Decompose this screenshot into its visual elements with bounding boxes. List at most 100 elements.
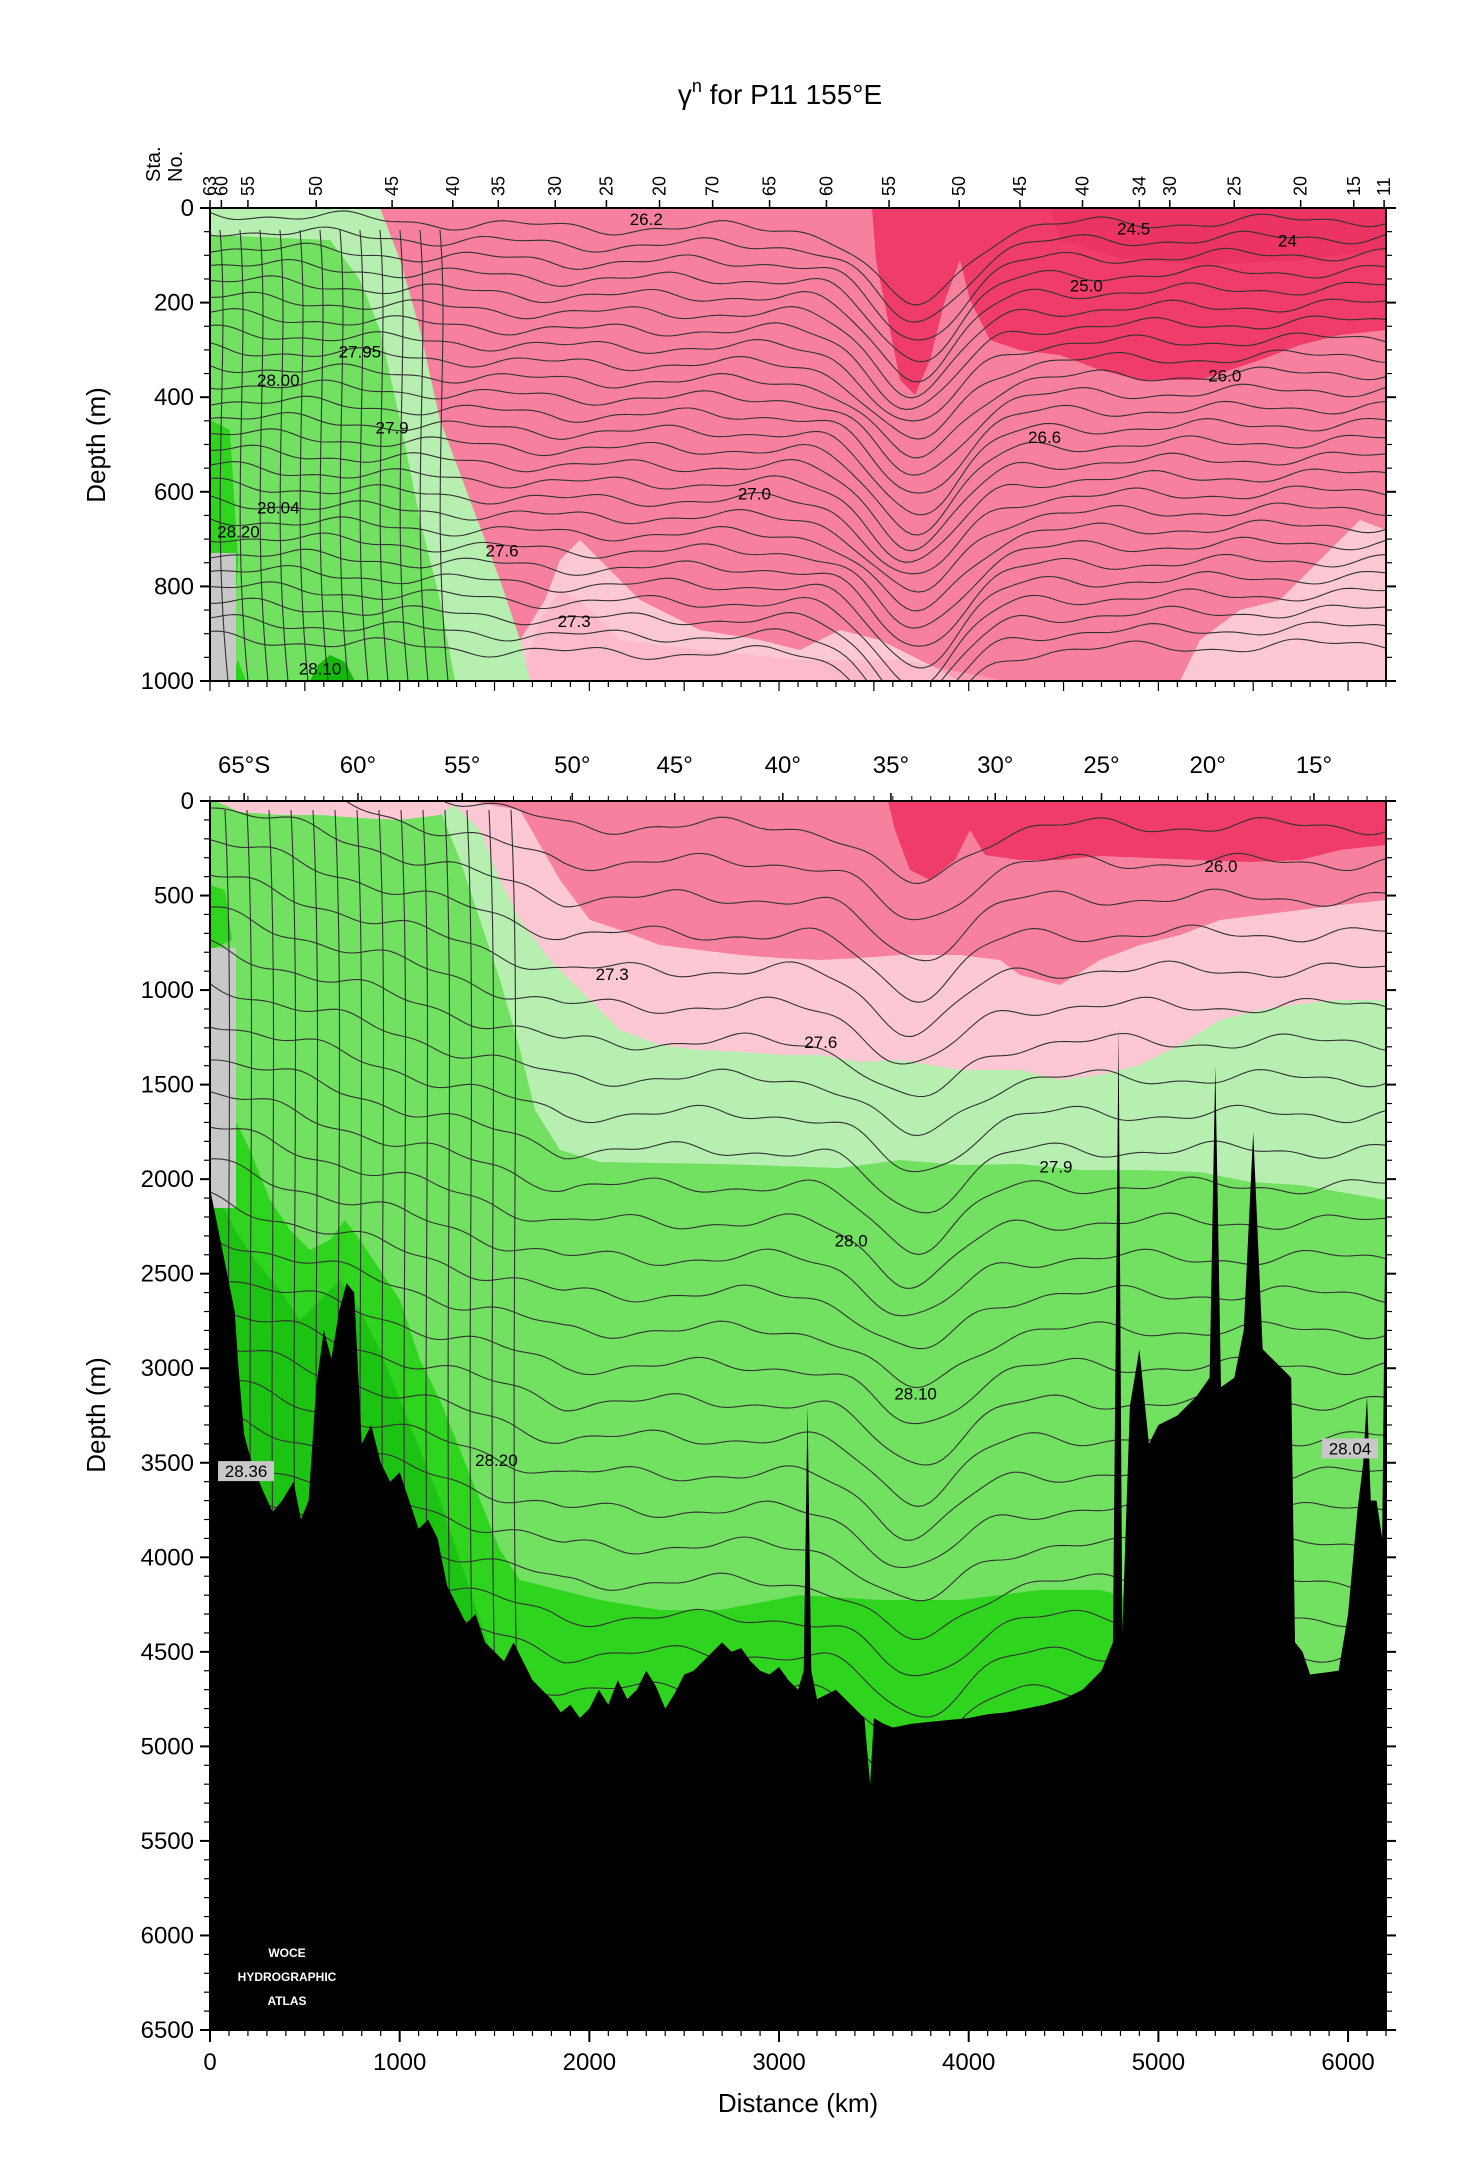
contour-label: 24.5 — [1117, 220, 1150, 239]
top-contour-vertical — [439, 229, 449, 681]
station-label: 40 — [443, 176, 463, 196]
contour-label: 27.6 — [486, 541, 519, 560]
contour-label: 28.10 — [894, 1385, 937, 1404]
top-contour-line — [210, 516, 1386, 612]
top-contour-vertical — [319, 229, 329, 681]
bottom-pink-top-left — [215, 801, 460, 820]
top-contour-line — [210, 564, 1386, 669]
top-contour-vertical — [259, 229, 269, 681]
lat-label: 50° — [554, 752, 590, 779]
top-contour-line — [210, 581, 1386, 681]
top-deep-pink-core — [1050, 208, 1386, 265]
top-ytick-label: 1000 — [141, 668, 194, 695]
bottom-panel-fill: WOCE HYDROGRAPHIC ATLAS — [210, 801, 1386, 2030]
bottom-xtick-label: 3000 — [752, 2049, 805, 2076]
contour-label-bg — [218, 1461, 275, 1482]
top-contour-line — [210, 548, 1386, 647]
woce-watermark: WOCE HYDROGRAPHIC ATLAS — [238, 1946, 337, 2008]
top-contour-line — [210, 532, 1386, 629]
bottom-xtick-label: 1000 — [373, 2049, 426, 2076]
lat-label: 35° — [873, 752, 909, 779]
bottom-ytick-label: 0 — [181, 788, 194, 815]
top-contour-line — [210, 379, 1386, 476]
contour-label: 27.6 — [804, 1033, 837, 1052]
station-label: 25 — [596, 176, 616, 196]
bathymetry-bottom — [210, 1027, 1386, 2030]
bottom-contour-line — [210, 1059, 1386, 1214]
lat-label: 30° — [977, 752, 1013, 779]
bottom-ytick-label: 1000 — [141, 977, 194, 1004]
station-label: 30 — [545, 176, 565, 196]
station-label: 35 — [488, 176, 508, 196]
bottom-ytick-label: 6500 — [141, 2017, 194, 2044]
bottom-ytick-label: 5000 — [141, 1733, 194, 1760]
bottom-contour-line — [210, 906, 1386, 1065]
lat-label: 40° — [765, 752, 801, 779]
contour-label: 27.3 — [596, 965, 629, 984]
top-contour-line — [210, 614, 1386, 681]
top-contour-line — [210, 411, 1386, 516]
contour-label: 26.0 — [1204, 857, 1237, 876]
bottom-contour-line — [210, 1091, 1386, 1255]
bottom-contour-line — [344, 801, 1386, 921]
bottom-contour-line — [210, 1126, 1386, 1289]
contour-label: 28.04 — [257, 499, 300, 518]
lat-label: 55° — [444, 752, 480, 779]
top-contour-line — [210, 477, 1386, 575]
top-contour-vertical — [339, 229, 349, 681]
bottom-no-data-gray — [210, 948, 236, 1208]
title-rest: for P11 155°E — [702, 79, 882, 110]
station-label: 50 — [949, 176, 969, 196]
station-label: 60 — [816, 176, 836, 196]
contour-label: 27.9 — [376, 418, 409, 437]
bottom-ytick-label: 5500 — [141, 1828, 194, 1855]
title-gamma: γ — [678, 79, 692, 110]
top-contour-line — [210, 444, 1386, 552]
top-contour-vertical — [299, 229, 309, 681]
contour-label: 26.2 — [630, 210, 663, 229]
contour-label: 24 — [1278, 231, 1297, 250]
bottom-contour-line — [441, 801, 1386, 885]
station-label: 65 — [760, 176, 780, 196]
top-contour-vertical — [399, 229, 409, 681]
top-contour-line — [210, 210, 1386, 306]
station-label: 45 — [382, 176, 402, 196]
bottom-contour-line — [210, 939, 1386, 1098]
bottom-axes: 0 500 1000 1500 2000 2500 3000 3500 4000 4500 5000… — [141, 752, 1396, 2076]
bottom-ytick-label: 4000 — [141, 1544, 194, 1571]
station-label: 40 — [1073, 176, 1093, 196]
top-contour-line — [210, 428, 1386, 536]
bottom-deep-pink — [888, 801, 1386, 880]
top-contour-line — [210, 395, 1386, 494]
contour-label-bg — [1321, 1438, 1378, 1459]
bottom-ytick-label: 3500 — [141, 1450, 194, 1477]
bottom-contour-line — [210, 1158, 1386, 1317]
top-contour-vertical — [419, 229, 429, 681]
bottom-contour-line — [210, 807, 1386, 962]
watermark-line-3: ATLAS — [267, 1994, 306, 2008]
bottom-contour-line — [210, 874, 1386, 1037]
top-contour-vertical — [279, 229, 289, 681]
top-ytick-label: 400 — [154, 384, 194, 411]
contour-label: 28.04 — [1329, 1439, 1372, 1458]
top-ytick-label: 600 — [154, 479, 194, 506]
top-contour-vertical — [359, 229, 369, 681]
bottom-contour-labels: 26.0 27.3 27.6 27.9 28.0 28.10 28.20 28.36 28.04 — [218, 857, 1378, 1482]
bottom-ytick-label: 1500 — [141, 1072, 194, 1099]
station-label: 34 — [1129, 176, 1149, 196]
bottom-contour-line — [210, 839, 1386, 1003]
top-contour-labels: 26.2 24.5 24 25.0 27.95 28.00 26.0 27.9 26.6 27.0… — [217, 210, 1297, 678]
station-label: 60 — [211, 176, 231, 196]
contour-label: 27.0 — [738, 485, 771, 504]
top-contour-line — [210, 342, 1386, 440]
bottom-xtick-label: 0 — [203, 2049, 216, 2076]
bottom-contour-line — [210, 1311, 1386, 1466]
contour-label: 26.0 — [1208, 366, 1241, 385]
lat-label: 45° — [657, 752, 693, 779]
bottom-panel: WOCE HYDROGRAPHIC ATLAS 0 500 1000 1500 2000… — [141, 752, 1396, 2076]
station-label: 30 — [1160, 176, 1180, 196]
top-ytick-label: 0 — [181, 195, 194, 222]
